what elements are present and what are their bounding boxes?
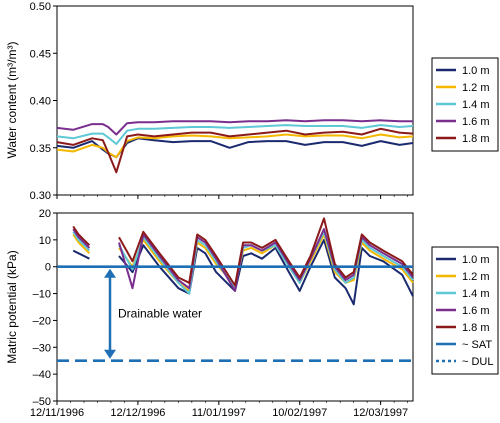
y-tick-label: –20 bbox=[33, 315, 51, 327]
series-line-1-8-m bbox=[56, 127, 414, 174]
series-line-1-4-m bbox=[56, 124, 414, 145]
legend-label: ~ DUL bbox=[462, 356, 494, 368]
legend-label: 1.8 m bbox=[462, 322, 490, 334]
y-tick-label: 0 bbox=[45, 262, 51, 274]
y-axis-label: Water content (m³/m³) bbox=[5, 42, 19, 159]
legend-label: 1.2 m bbox=[462, 271, 490, 283]
y-tick-label: 0.45 bbox=[30, 48, 51, 60]
legend-box bbox=[431, 57, 499, 152]
series-line-1-0-m bbox=[72, 238, 414, 306]
legend-label: 1.0 m bbox=[462, 65, 490, 77]
y-tick-label: 20 bbox=[39, 208, 51, 220]
series-line-1-2-m bbox=[56, 133, 414, 159]
legend-label: 1.4 m bbox=[462, 288, 490, 300]
series-line-1-8-m bbox=[72, 217, 414, 287]
y-tick-label: 0.30 bbox=[30, 190, 51, 202]
legend-label: 1.0 m bbox=[462, 254, 490, 266]
series-line-1-6-m bbox=[56, 119, 413, 136]
x-axis-tick-labels: 12/11/1996 12/12/1996 11/01/1997 10/02/1997… bbox=[30, 407, 408, 419]
arrowhead-down-icon bbox=[104, 349, 116, 359]
legend-label: ~ SAT bbox=[462, 339, 492, 351]
y-axis-label: Matric potential (kPa) bbox=[5, 250, 19, 363]
legend-label: 1.6 m bbox=[462, 305, 490, 317]
legend-label: 1.2 m bbox=[462, 82, 490, 94]
y-tick-label: 10 bbox=[39, 235, 51, 247]
legend-label: 1.6 m bbox=[462, 116, 490, 128]
legend: 1.0 m 1.2 m 1.4 m 1.6 m 1.8 m bbox=[431, 57, 499, 152]
x-tick-label: 10/02/1997 bbox=[272, 407, 327, 419]
y-tick-label: –10 bbox=[33, 289, 51, 301]
x-tick-label: 11/01/1997 bbox=[192, 407, 246, 419]
y-tick-label: –40 bbox=[33, 369, 51, 381]
y-tick-label: 0.50 bbox=[30, 1, 51, 13]
legend-label: 1.4 m bbox=[462, 99, 490, 111]
plot-frame bbox=[56, 5, 414, 196]
legend: 1.0 m 1.2 m 1.4 m 1.6 m 1.8 m ~ SAT ~ DUL bbox=[431, 246, 499, 375]
y-tick-label: –50 bbox=[33, 396, 51, 408]
x-tick-label: 12/11/1996 bbox=[30, 407, 84, 419]
x-tick-label: 12/03/1997 bbox=[353, 407, 408, 419]
y-tick-label: 0.40 bbox=[30, 96, 51, 108]
annotation-drainable-water: Drainable water bbox=[118, 307, 202, 321]
x-tick-label: 12/12/1996 bbox=[110, 407, 165, 419]
arrowhead-up-icon bbox=[104, 268, 116, 278]
y-tick-label: –30 bbox=[33, 342, 51, 354]
plot-frame bbox=[56, 212, 414, 402]
matric-potential-panel: –50 –40 –30 –20 –10 0 10 20 Matric potential (kP… bbox=[5, 208, 499, 408]
water-content-panel: 0.30 0.35 0.40 0.45 0.50 Water content (m³/m³… bbox=[5, 1, 499, 202]
legend-label: 1.8 m bbox=[462, 133, 490, 145]
y-tick-label: 0.35 bbox=[30, 143, 51, 155]
